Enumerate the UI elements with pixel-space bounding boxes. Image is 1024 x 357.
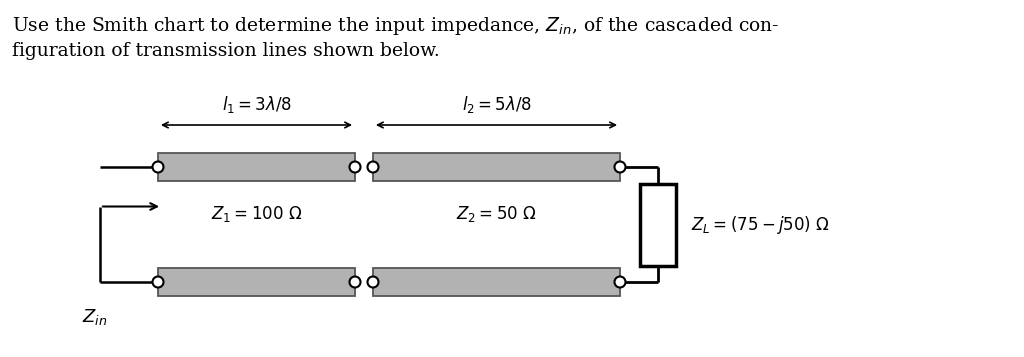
Circle shape <box>349 277 360 287</box>
Text: $l_2 = 5\lambda/8$: $l_2 = 5\lambda/8$ <box>462 94 531 115</box>
Bar <box>158 153 355 181</box>
Circle shape <box>614 161 626 172</box>
Text: Use the Smith chart to determine the input impedance, $Z_{in}$, of the cascaded : Use the Smith chart to determine the inp… <box>12 15 779 37</box>
Circle shape <box>349 161 360 172</box>
Text: figuration of transmission lines shown below.: figuration of transmission lines shown b… <box>12 42 439 60</box>
Circle shape <box>153 161 164 172</box>
Bar <box>640 183 676 266</box>
Text: $Z_2 = 50\ \Omega$: $Z_2 = 50\ \Omega$ <box>456 205 537 225</box>
Circle shape <box>368 277 379 287</box>
Text: $Z_{in}$: $Z_{in}$ <box>82 307 108 327</box>
Text: $l_1 = 3\lambda/8$: $l_1 = 3\lambda/8$ <box>222 94 291 115</box>
Bar <box>373 153 620 181</box>
Circle shape <box>153 277 164 287</box>
Circle shape <box>614 277 626 287</box>
Text: $Z_L = (75 - j50)\ \Omega$: $Z_L = (75 - j50)\ \Omega$ <box>691 213 830 236</box>
Bar <box>373 268 620 296</box>
Text: $Z_1 = 100\ \Omega$: $Z_1 = 100\ \Omega$ <box>211 205 302 225</box>
Bar <box>158 268 355 296</box>
Circle shape <box>368 161 379 172</box>
